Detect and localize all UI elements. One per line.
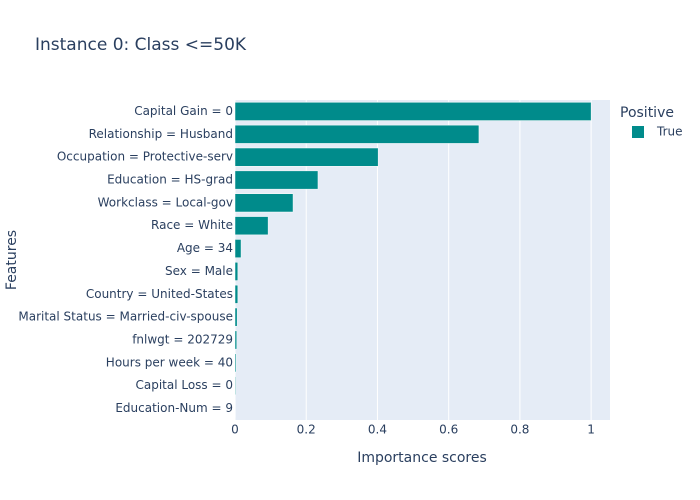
x-tick-label: 0.8 [510,423,529,437]
legend-swatch [632,126,644,138]
y-tick-label: Workclass = Local-gov [98,195,233,209]
y-tick-label: Race = White [151,218,233,232]
bar [234,307,238,327]
bar [234,147,379,167]
bar [234,262,239,281]
bar [234,193,294,213]
y-tick-label: Relationship = Husband [89,127,233,141]
y-tick-label: Sex = Male [165,264,233,278]
y-tick-label: Age = 34 [177,241,233,255]
x-tick-label: 0.4 [368,423,387,437]
chart-title: Instance 0: Class <=50K [35,35,247,55]
y-tick-label: fnlwgt = 202729 [132,333,233,347]
bar [234,353,237,373]
x-tick-label: 1 [587,423,595,437]
y-tick-label: Country = United-States [86,287,233,301]
y-tick-label: Marital Status = Married-civ-spouse [18,310,233,324]
x-tick-label: 0.2 [297,423,316,437]
y-tick-label: Education-Num = 9 [115,401,233,415]
y-tick-label: Education = HS-grad [107,173,233,187]
bar [234,124,480,144]
y-tick-label: Hours per week = 40 [106,355,233,369]
legend-title: Positive [620,105,674,121]
bar [234,330,238,350]
y-tick-label: Occupation = Protective-serv [57,150,233,164]
bar [234,376,236,396]
y-axis-title: Features [4,230,20,290]
bar [234,284,239,304]
bar [234,170,319,190]
legend-label: True [656,125,683,139]
y-tick-label: Capital Loss = 0 [135,378,233,392]
bar [234,216,269,236]
x-tick-label: 0 [231,423,239,437]
bar [234,102,592,121]
y-tick-label: Capital Gain = 0 [134,104,233,118]
x-axis-title: Importance scores [357,450,487,466]
x-tick-label: 0.6 [439,423,458,437]
bar [234,239,242,258]
